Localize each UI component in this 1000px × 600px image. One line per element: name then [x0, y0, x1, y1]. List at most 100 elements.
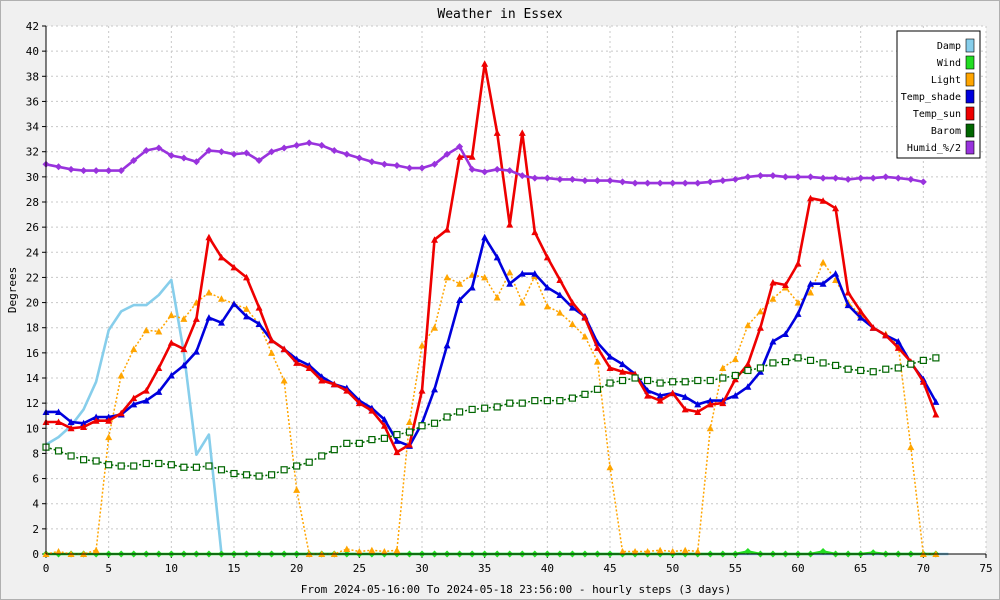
- temp-sun-point: [117, 409, 125, 417]
- humid-2-point: [719, 177, 727, 185]
- humid-2-point: [556, 175, 564, 183]
- humid-2-point: [380, 160, 388, 168]
- x-tick-label: 25: [353, 562, 366, 575]
- temp-sun-point: [268, 336, 276, 344]
- light-point: [142, 326, 150, 334]
- barom-point: [167, 461, 175, 469]
- temp-sun-point: [619, 368, 627, 375]
- light-point: [180, 315, 188, 322]
- temp-sun-point: [781, 281, 789, 288]
- temp-sun-point: [355, 399, 363, 407]
- light-point: [769, 295, 777, 302]
- temp-sun-point: [180, 345, 188, 353]
- barom-point: [518, 399, 526, 407]
- barom-point: [92, 457, 100, 465]
- light-point: [481, 273, 489, 281]
- x-tick-label: 70: [917, 562, 930, 575]
- light-point: [92, 546, 100, 554]
- light-point: [606, 463, 614, 471]
- temp-sun-point: [581, 314, 589, 321]
- temp-shade-point: [468, 283, 476, 291]
- humid-2-point: [192, 158, 200, 166]
- legend-swatch: [965, 89, 975, 104]
- temp-shade-point: [819, 280, 827, 287]
- humid-2-point: [756, 172, 764, 180]
- barom-point: [405, 428, 414, 436]
- humid-2-point: [330, 146, 338, 154]
- x-tick-label: 5: [105, 562, 112, 575]
- y-tick-label: 30: [26, 171, 39, 184]
- humid-2-point: [568, 175, 576, 183]
- temp-sun-point: [543, 253, 551, 261]
- temp-sun-point: [894, 344, 902, 351]
- humid-2-point: [155, 144, 163, 152]
- temp-shade-point: [92, 413, 100, 420]
- humid-2-point: [493, 165, 501, 173]
- barom-point: [618, 376, 627, 385]
- x-tick-label: 40: [541, 562, 554, 575]
- temp-sun-point: [243, 273, 251, 281]
- temp-shade-point: [506, 280, 514, 287]
- humid-2-point: [581, 177, 589, 185]
- y-tick-label: 34: [26, 121, 40, 134]
- legend-swatch: [965, 72, 975, 87]
- humid-2-point: [543, 174, 551, 182]
- legend-swatch: [965, 55, 975, 70]
- barom-point: [493, 403, 501, 411]
- barom-point: [769, 359, 777, 367]
- humid-2-point: [794, 173, 802, 181]
- light-point: [681, 546, 689, 554]
- x-tick-label: 15: [227, 562, 240, 575]
- temp-shade-point: [142, 397, 150, 404]
- temp-shade-point: [531, 270, 539, 277]
- temp-shade-point: [606, 353, 614, 360]
- humid-2-point: [205, 146, 213, 154]
- light-point: [593, 358, 601, 365]
- light-point: [807, 289, 815, 296]
- temp-shade-point: [681, 393, 689, 400]
- light-point: [568, 320, 576, 327]
- barom-point: [844, 365, 852, 373]
- y-tick-label: 14: [26, 372, 40, 385]
- legend: Damp Wind Light Temp_shade Temp_sun Barom Humi…: [896, 30, 981, 159]
- temp-shade-point: [180, 361, 188, 369]
- light-point: [55, 547, 63, 555]
- temp-sun-point: [155, 364, 163, 371]
- barom-point: [54, 447, 63, 455]
- temp-shade-point: [894, 338, 902, 345]
- humid-2-point: [807, 173, 815, 181]
- temp-shade-point: [130, 400, 138, 408]
- y-tick-label: 32: [26, 146, 39, 159]
- humid-2-point: [293, 141, 301, 149]
- barom-point: [305, 458, 313, 466]
- temp-shade-point: [243, 312, 251, 320]
- x-tick-label: 65: [854, 562, 867, 575]
- y-tick-label: 26: [26, 221, 39, 234]
- temp-sun-point: [794, 260, 802, 267]
- barom-point: [669, 378, 677, 386]
- barom-point: [531, 397, 539, 405]
- barom-point: [418, 422, 426, 430]
- barom-point: [756, 364, 765, 372]
- barom-point: [180, 463, 188, 471]
- humid-2-point: [243, 149, 251, 157]
- temp-shade-point: [832, 270, 840, 277]
- temp-shade-point: [518, 270, 526, 277]
- temp-shade-point: [694, 400, 702, 408]
- temp-sun-point: [506, 221, 514, 228]
- barom-point: [794, 354, 802, 362]
- light-point: [744, 321, 752, 329]
- temp-sun-point: [443, 226, 451, 233]
- temp-sun-point: [493, 129, 501, 136]
- light-point: [656, 546, 664, 554]
- light-point: [130, 345, 138, 353]
- barom-point: [293, 462, 301, 470]
- x-tick-label: 20: [290, 562, 303, 575]
- temp-sun-point: [217, 253, 225, 261]
- barom-point: [731, 371, 739, 380]
- light-point: [506, 268, 514, 276]
- y-tick-label: 22: [26, 271, 39, 284]
- light-point: [443, 273, 451, 281]
- humid-2-point: [706, 178, 714, 186]
